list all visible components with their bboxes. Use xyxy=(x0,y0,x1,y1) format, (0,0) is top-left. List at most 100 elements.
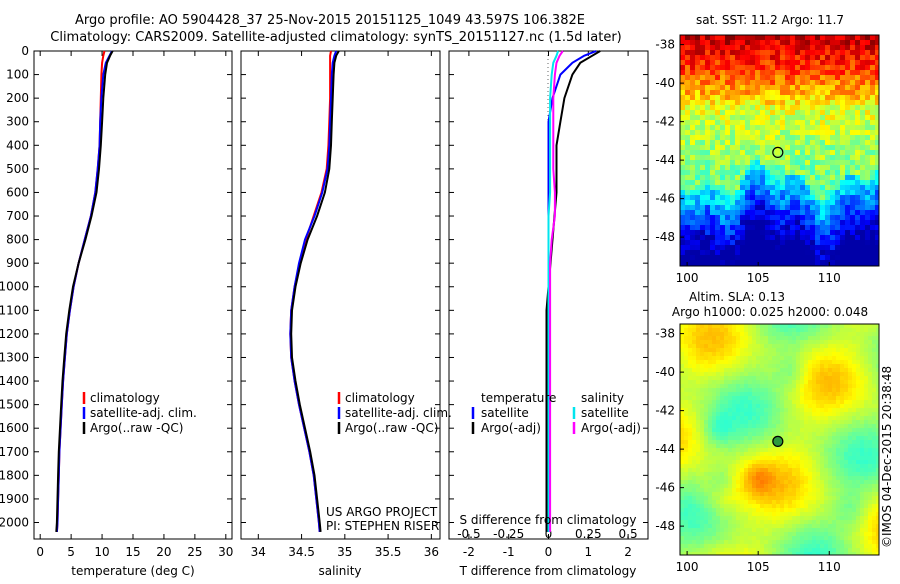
map-cell xyxy=(865,125,870,130)
map-cell xyxy=(792,544,796,548)
map-cell xyxy=(700,400,704,404)
depth-tick-label: 1700 xyxy=(0,445,29,459)
map-cell xyxy=(776,520,780,524)
map-cell xyxy=(855,155,860,160)
map-cell xyxy=(680,210,685,215)
map-cell xyxy=(732,548,736,552)
map-cell xyxy=(728,460,732,464)
map-cell xyxy=(710,95,715,100)
map-cell xyxy=(775,45,780,50)
map-cell xyxy=(730,65,735,70)
map-cell xyxy=(795,125,800,130)
map-cell xyxy=(680,185,685,190)
map-cell xyxy=(732,368,736,372)
map-cell xyxy=(760,428,764,432)
map-cell xyxy=(705,125,710,130)
map-cell xyxy=(744,400,748,404)
map-cell xyxy=(756,344,760,348)
map-cell xyxy=(705,205,710,210)
map-cell xyxy=(760,432,764,436)
map-cell xyxy=(845,155,850,160)
map-cell xyxy=(680,250,685,255)
map-cell xyxy=(680,170,685,175)
map-cell xyxy=(768,544,772,548)
map-cell xyxy=(715,105,720,110)
map-cell xyxy=(816,376,820,380)
map-cell xyxy=(684,392,688,396)
map-cell xyxy=(796,408,800,412)
map-cell xyxy=(752,340,756,344)
x-tick-label: 15 xyxy=(125,545,140,559)
map-cell xyxy=(736,424,740,428)
map-cell xyxy=(704,448,708,452)
map-cell xyxy=(832,540,836,544)
map-cell xyxy=(800,508,804,512)
map-cell xyxy=(832,440,836,444)
map-cell xyxy=(752,384,756,388)
map-cell xyxy=(688,344,692,348)
map-cell xyxy=(808,532,812,536)
map-cell xyxy=(752,392,756,396)
map-cell xyxy=(864,468,868,472)
map-cell xyxy=(696,452,700,456)
map-cell xyxy=(872,460,876,464)
map-cell xyxy=(868,368,872,372)
map-cell xyxy=(850,145,855,150)
map-cell xyxy=(740,185,745,190)
map-cell xyxy=(744,440,748,444)
map-cell xyxy=(820,115,825,120)
map-cell xyxy=(800,520,804,524)
map-cell xyxy=(740,424,744,428)
x-tick-label: 25 xyxy=(187,545,202,559)
map-cell xyxy=(868,488,872,492)
map-cell xyxy=(716,412,720,416)
map-cell xyxy=(705,145,710,150)
map-cell xyxy=(860,516,864,520)
map-cell xyxy=(728,376,732,380)
map-cell xyxy=(848,472,852,476)
map-cell xyxy=(700,130,705,135)
map-cell xyxy=(872,444,876,448)
map-cell xyxy=(700,35,705,40)
map-cell xyxy=(868,328,872,332)
map-cell xyxy=(805,140,810,145)
map-cell xyxy=(804,336,808,340)
map-cell xyxy=(755,245,760,250)
map-cell xyxy=(764,428,768,432)
map-cell xyxy=(704,360,708,364)
map-cell xyxy=(710,165,715,170)
map-cell xyxy=(845,225,850,230)
map-cell xyxy=(700,115,705,120)
map-cell xyxy=(788,360,792,364)
map-cell xyxy=(795,70,800,75)
map-cell xyxy=(690,165,695,170)
map-cell xyxy=(735,185,740,190)
map-cell xyxy=(750,140,755,145)
map-cell xyxy=(795,180,800,185)
map-cell xyxy=(750,60,755,65)
map-cell xyxy=(700,245,705,250)
map-cell xyxy=(680,444,684,448)
map-cell xyxy=(684,384,688,388)
map-cell xyxy=(748,360,752,364)
map-cell xyxy=(720,180,725,185)
map-cell xyxy=(752,380,756,384)
map-cell xyxy=(785,145,790,150)
map-cell xyxy=(816,332,820,336)
map-cell xyxy=(830,230,835,235)
map-cell xyxy=(710,55,715,60)
map-cell xyxy=(872,384,876,388)
map-cell xyxy=(756,476,760,480)
map-cell xyxy=(765,235,770,240)
map-cell xyxy=(720,65,725,70)
map-cell xyxy=(704,364,708,368)
map-cell xyxy=(705,230,710,235)
x-tick-label: 20 xyxy=(156,545,171,559)
map-cell xyxy=(840,35,845,40)
map-cell xyxy=(805,35,810,40)
map-cell xyxy=(800,145,805,150)
map-cell xyxy=(800,180,805,185)
map-cell xyxy=(728,496,732,500)
map-cell xyxy=(825,225,830,230)
map-cell xyxy=(696,496,700,500)
